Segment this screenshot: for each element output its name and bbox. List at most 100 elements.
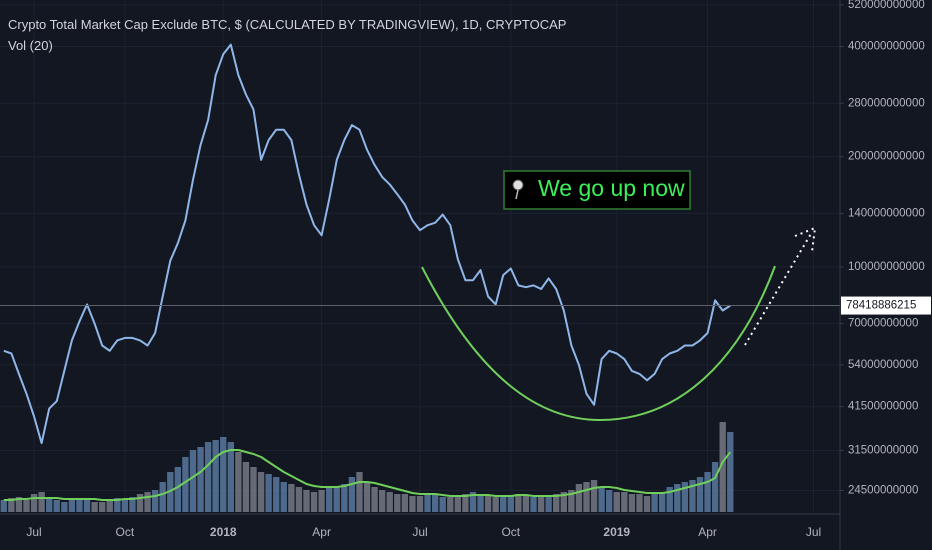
volume-bar — [469, 492, 477, 512]
volume-bar — [409, 496, 416, 512]
x-tick-label: Apr — [312, 525, 331, 539]
volume-bar — [53, 500, 60, 512]
volume-bar — [674, 484, 681, 512]
volume-label: Vol (20) — [8, 38, 53, 53]
volume-bar — [212, 440, 219, 512]
volume-bar — [530, 497, 537, 512]
arrow-head — [794, 226, 817, 253]
volume-bar — [189, 450, 197, 512]
volume-bar — [628, 494, 636, 512]
annotation-frame — [503, 170, 691, 210]
volume-bar — [719, 422, 726, 512]
volume-bar — [431, 494, 439, 512]
volume-bar — [38, 492, 45, 512]
volume-bar — [242, 462, 250, 512]
annotation-text: We go up now — [538, 175, 685, 201]
volume-bar — [151, 490, 159, 512]
y-tick-label: 24500000000 — [848, 485, 918, 497]
volume-bar — [0, 500, 7, 512]
volume-bar — [401, 494, 409, 512]
volume-bar — [144, 492, 151, 512]
volume-bar — [114, 498, 121, 512]
axes: 24500000000 31500000000 41500000000 5400000… — [26, 0, 931, 539]
volume-bar — [643, 496, 651, 512]
volume-bar — [46, 497, 53, 512]
volume-bar — [424, 494, 431, 512]
x-tick-label: 2019 — [603, 525, 630, 539]
volume-bar — [273, 477, 280, 512]
volume-bar — [91, 502, 98, 512]
volume-bar — [76, 498, 83, 512]
volume-bar — [689, 480, 696, 512]
volume-bar — [568, 490, 575, 512]
annotation-box: We go up now — [503, 170, 691, 210]
y-tick-label: 70000000000 — [848, 318, 918, 330]
volume-bar — [507, 496, 514, 512]
volume-bar — [356, 472, 363, 512]
y-tick-label: 200000000000 — [848, 151, 925, 163]
volume-bar — [197, 447, 204, 512]
volume-bar — [23, 500, 30, 512]
volume-bar — [439, 497, 446, 512]
volume-bar — [129, 497, 136, 512]
x-tick-label: 2018 — [210, 525, 237, 539]
volume-bar — [545, 496, 552, 512]
volume-bar — [363, 482, 371, 512]
volume-bar — [500, 497, 507, 512]
x-tick-label: Oct — [116, 525, 135, 539]
volume-bar — [658, 492, 666, 512]
volume-bar — [326, 487, 333, 512]
volume-bar — [621, 492, 628, 512]
volume-bar — [159, 482, 166, 512]
volume-bar — [310, 492, 318, 512]
price-layer — [0, 43, 840, 445]
volume-bar — [235, 452, 242, 512]
volume-bar — [220, 437, 227, 512]
y-tick-label: 280000000000 — [848, 97, 925, 109]
volume-bar — [61, 502, 68, 512]
volume-bar — [606, 490, 613, 512]
chart-title: Crypto Total Market Cap Exclude BTC, $ (… — [8, 17, 566, 32]
volume-bar — [416, 496, 424, 512]
volume-bar — [8, 498, 15, 512]
volume-bar — [515, 494, 522, 512]
volume-bar — [477, 494, 484, 512]
volume-bar — [492, 497, 499, 512]
volume-bar — [484, 496, 492, 512]
volume-bar — [590, 480, 598, 512]
volume-bar — [378, 490, 386, 512]
volume-bar — [613, 492, 620, 512]
y-tick-label: 400000000000 — [848, 41, 925, 53]
volume-ma-line — [3, 449, 732, 501]
x-tick-label: Oct — [501, 525, 520, 539]
y-tick-label: 140000000000 — [848, 207, 925, 219]
volume-bar — [666, 487, 673, 512]
x-tick-label: Jul — [412, 525, 427, 539]
price-line — [3, 43, 731, 445]
volume-bar — [636, 494, 643, 512]
volume-bar — [583, 482, 590, 512]
last-price-box — [841, 296, 931, 315]
volume-bar — [727, 432, 734, 512]
volume-bar — [121, 500, 129, 512]
volume-bar — [265, 474, 272, 512]
volume-bar — [371, 487, 378, 512]
volume-bar — [295, 487, 303, 512]
volume-bar — [447, 497, 454, 512]
volume-bar — [394, 494, 401, 512]
volume-bar — [575, 484, 583, 512]
y-tick-label: 41500000000 — [848, 401, 918, 413]
volume-bar — [560, 492, 567, 512]
volume-bar — [30, 494, 38, 512]
volume-bar — [227, 442, 234, 512]
volume-bar — [280, 482, 287, 512]
y-tick-label: 520000000000 — [848, 0, 925, 11]
volume-bar — [386, 492, 393, 512]
volume-bar — [462, 494, 469, 512]
volume-bar — [15, 497, 23, 512]
dotted-arrow — [744, 231, 813, 346]
y-tick-label: 54000000000 — [848, 359, 918, 371]
volume-bar — [333, 487, 340, 512]
volume-bar — [537, 497, 545, 512]
